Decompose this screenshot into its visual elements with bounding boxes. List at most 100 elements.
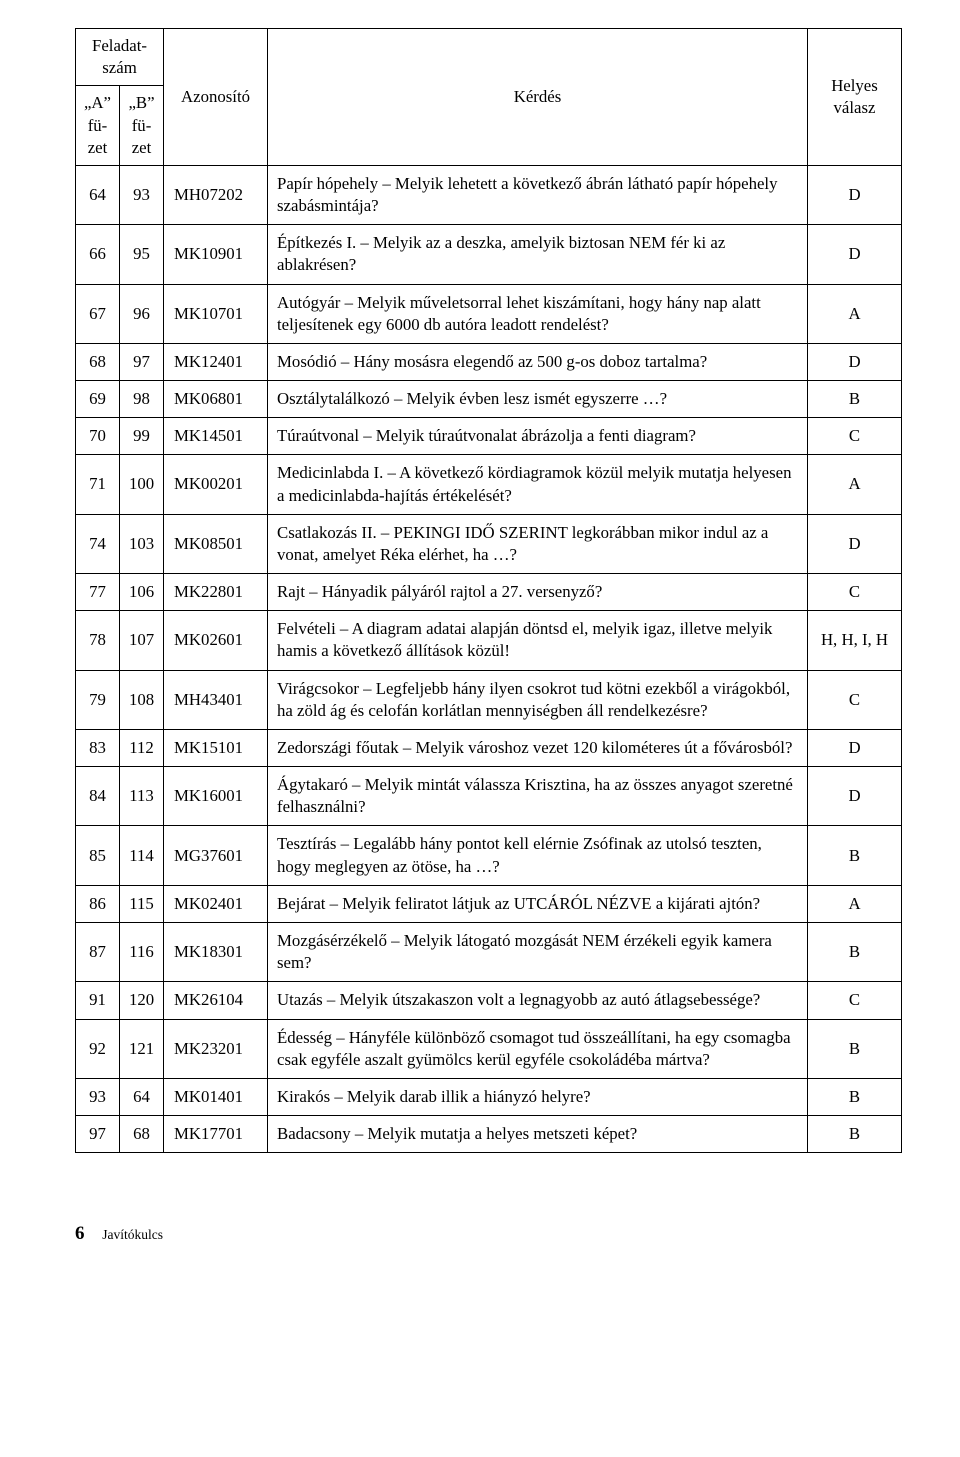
table-row: 87116MK18301Mozgásérzékelő – Melyik láto…: [76, 922, 902, 981]
cell-book-a: 78: [76, 611, 120, 670]
table-row: 79108MH43401Virágcsokor – Legfeljebb hán…: [76, 670, 902, 729]
cell-id: MK26104: [164, 982, 268, 1019]
cell-book-b: 113: [120, 767, 164, 826]
table-row: 85114MG37601Tesztírás – Legalább hány po…: [76, 826, 902, 885]
cell-id: MK02401: [164, 885, 268, 922]
cell-question: Virágcsokor – Legfeljebb hány ilyen csok…: [268, 670, 808, 729]
table-row: 6695MK10901Építkezés I. – Melyik az a de…: [76, 225, 902, 284]
cell-book-b: 68: [120, 1116, 164, 1153]
cell-question: Építkezés I. – Melyik az a deszka, amely…: [268, 225, 808, 284]
table-row: 92121MK23201Édesség – Hányféle különböző…: [76, 1019, 902, 1078]
cell-id: MG37601: [164, 826, 268, 885]
cell-book-a: 86: [76, 885, 120, 922]
cell-question: Mosódió – Hány mosásra elegendő az 500 g…: [268, 343, 808, 380]
cell-book-b: 100: [120, 455, 164, 514]
cell-book-b: 106: [120, 574, 164, 611]
cell-book-a: 69: [76, 381, 120, 418]
cell-book-b: 98: [120, 381, 164, 418]
cell-id: MK23201: [164, 1019, 268, 1078]
cell-book-b: 96: [120, 284, 164, 343]
cell-book-a: 87: [76, 922, 120, 981]
cell-book-b: 116: [120, 922, 164, 981]
cell-book-b: 112: [120, 729, 164, 766]
cell-book-a: 92: [76, 1019, 120, 1078]
table-row: 84113MK16001Ágytakaró – Melyik mintát vá…: [76, 767, 902, 826]
cell-answer: A: [808, 284, 902, 343]
cell-question: Kirakós – Melyik darab illik a hiányzó h…: [268, 1078, 808, 1115]
table-row: 77106MK22801Rajt – Hányadik pályáról raj…: [76, 574, 902, 611]
table-row: 6796MK10701Autógyár – Melyik műveletsorr…: [76, 284, 902, 343]
cell-answer: B: [808, 1019, 902, 1078]
cell-question: Mozgásérzékelő – Melyik látogató mozgásá…: [268, 922, 808, 981]
cell-id: MK16001: [164, 767, 268, 826]
cell-question: Édesség – Hányféle különböző csomagot tu…: [268, 1019, 808, 1078]
cell-answer: D: [808, 165, 902, 224]
cell-id: MK22801: [164, 574, 268, 611]
table-row: 78107MK02601Felvételi – A diagram adatai…: [76, 611, 902, 670]
table-row: 6897MK12401Mosódió – Hány mosásra elegen…: [76, 343, 902, 380]
page-number: 6: [75, 1223, 85, 1244]
cell-id: MK08501: [164, 514, 268, 573]
cell-book-b: 64: [120, 1078, 164, 1115]
table-row: 7099MK14501Túraútvonal – Melyik túraútvo…: [76, 418, 902, 455]
cell-book-b: 115: [120, 885, 164, 922]
cell-answer: B: [808, 381, 902, 418]
table-row: 91120MK26104Utazás – Melyik útszakaszon …: [76, 982, 902, 1019]
cell-answer: D: [808, 729, 902, 766]
cell-answer: C: [808, 418, 902, 455]
cell-question: Ágytakaró – Melyik mintát válassza Krisz…: [268, 767, 808, 826]
cell-answer: D: [808, 225, 902, 284]
cell-answer: B: [808, 826, 902, 885]
cell-book-a: 68: [76, 343, 120, 380]
header-question: Kérdés: [268, 29, 808, 166]
header-book-b: „B”fü-zet: [120, 86, 164, 166]
cell-answer: C: [808, 670, 902, 729]
cell-id: MK10701: [164, 284, 268, 343]
table-row: 74103MK08501Csatlakozás II. – PEKINGI ID…: [76, 514, 902, 573]
cell-question: Felvételi – A diagram adatai alapján dön…: [268, 611, 808, 670]
cell-book-b: 107: [120, 611, 164, 670]
cell-id: MK18301: [164, 922, 268, 981]
cell-question: Rajt – Hányadik pályáról rajtol a 27. ve…: [268, 574, 808, 611]
cell-question: Badacsony – Melyik mutatja a helyes mets…: [268, 1116, 808, 1153]
cell-question: Medicinlabda I. – A következő kördiagram…: [268, 455, 808, 514]
table-row: 6998MK06801Osztálytalálkozó – Melyik évb…: [76, 381, 902, 418]
header-id: Azonosító: [164, 29, 268, 166]
cell-question: Papír hópehely – Melyik lehetett a követ…: [268, 165, 808, 224]
table-row: 9364MK01401Kirakós – Melyik darab illik …: [76, 1078, 902, 1115]
cell-question: Tesztírás – Legalább hány pontot kell el…: [268, 826, 808, 885]
cell-question: Bejárat – Melyik feliratot látjuk az UTC…: [268, 885, 808, 922]
cell-answer: D: [808, 767, 902, 826]
header-book-a: „A”fü-zet: [76, 86, 120, 166]
cell-answer: C: [808, 574, 902, 611]
cell-id: MK02601: [164, 611, 268, 670]
cell-book-b: 97: [120, 343, 164, 380]
cell-answer: B: [808, 1116, 902, 1153]
cell-id: MK12401: [164, 343, 268, 380]
cell-id: MK14501: [164, 418, 268, 455]
table-row: 86115MK02401Bejárat – Melyik feliratot l…: [76, 885, 902, 922]
cell-answer: D: [808, 514, 902, 573]
table-row: 71100MK00201Medicinlabda I. – A következ…: [76, 455, 902, 514]
cell-question: Csatlakozás II. – PEKINGI IDŐ SZERINT le…: [268, 514, 808, 573]
cell-book-a: 85: [76, 826, 120, 885]
cell-book-b: 99: [120, 418, 164, 455]
cell-book-a: 84: [76, 767, 120, 826]
cell-book-a: 97: [76, 1116, 120, 1153]
cell-book-b: 108: [120, 670, 164, 729]
cell-id: MK06801: [164, 381, 268, 418]
cell-book-b: 103: [120, 514, 164, 573]
cell-book-b: 121: [120, 1019, 164, 1078]
cell-book-b: 93: [120, 165, 164, 224]
answer-key-table: Feladat-szám Azonosító Kérdés Helyesvála…: [75, 28, 902, 1153]
table-row: 6493MH07202Papír hópehely – Melyik lehet…: [76, 165, 902, 224]
cell-book-a: 77: [76, 574, 120, 611]
cell-book-b: 95: [120, 225, 164, 284]
cell-question: Autógyár – Melyik műveletsorral lehet ki…: [268, 284, 808, 343]
cell-id: MK15101: [164, 729, 268, 766]
cell-question: Zedországi főutak – Melyik városhoz veze…: [268, 729, 808, 766]
cell-id: MK10901: [164, 225, 268, 284]
cell-question: Túraútvonal – Melyik túraútvonalat ábráz…: [268, 418, 808, 455]
page-footer: 6 Javítókulcs: [75, 1223, 902, 1245]
header-answer: Helyesválasz: [808, 29, 902, 166]
